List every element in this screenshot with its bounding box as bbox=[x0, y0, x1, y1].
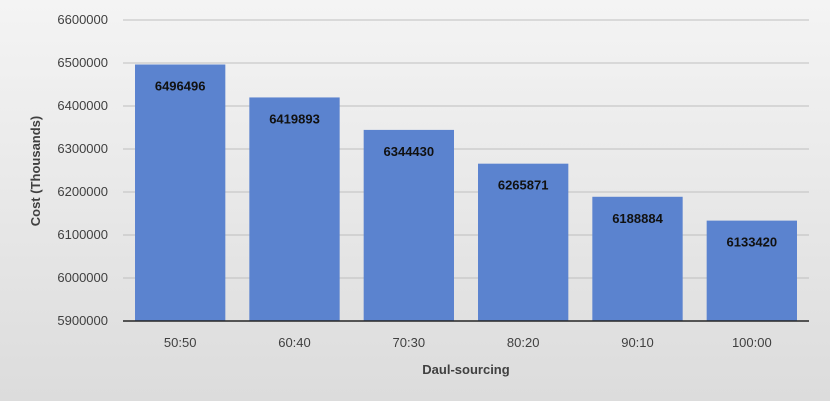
y-tick-label: 6600000 bbox=[57, 12, 108, 27]
y-tick-label: 6500000 bbox=[57, 55, 108, 70]
bar bbox=[135, 64, 226, 322]
x-tick-label: 50:50 bbox=[164, 335, 197, 350]
y-axis-title: Cost (Thousands) bbox=[28, 116, 43, 227]
data-label: 6344430 bbox=[384, 144, 435, 159]
data-label: 6265871 bbox=[498, 178, 549, 193]
x-tick-label: 90:10 bbox=[621, 335, 654, 350]
gridlines bbox=[123, 19, 809, 279]
data-label: 6133420 bbox=[727, 235, 778, 250]
x-tick-label: 60:40 bbox=[278, 335, 311, 350]
y-tick-label: 6000000 bbox=[57, 270, 108, 285]
x-axis-title: Daul-sourcing bbox=[422, 362, 509, 377]
labels: 5900000 6000000 6100000 6200000 6300000 64000… bbox=[57, 12, 777, 350]
y-tick-label: 6400000 bbox=[57, 98, 108, 113]
data-label: 6419893 bbox=[269, 111, 320, 126]
data-label: 6496496 bbox=[155, 79, 206, 94]
y-tick-label: 6200000 bbox=[57, 184, 108, 199]
data-label: 6188884 bbox=[612, 211, 663, 226]
bar bbox=[249, 97, 340, 321]
y-tick-label: 6300000 bbox=[57, 141, 108, 156]
bar bbox=[363, 129, 454, 321]
bars bbox=[135, 64, 797, 322]
bar bbox=[478, 163, 569, 321]
y-tick-label: 6100000 bbox=[57, 227, 108, 242]
x-tick-label: 70:30 bbox=[393, 335, 426, 350]
bar bbox=[592, 196, 683, 321]
y-tick-label: 5900000 bbox=[57, 313, 108, 328]
x-tick-label: 100:00 bbox=[732, 335, 772, 350]
bar bbox=[706, 220, 797, 321]
x-tick-label: 80:20 bbox=[507, 335, 540, 350]
